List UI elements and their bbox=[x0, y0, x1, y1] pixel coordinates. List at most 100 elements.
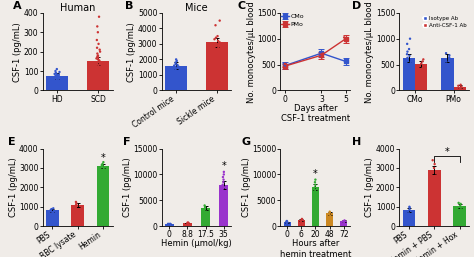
Point bbox=[164, 222, 172, 226]
Point bbox=[220, 185, 228, 189]
Bar bbox=[415, 64, 428, 90]
Point bbox=[53, 72, 60, 76]
Point bbox=[458, 208, 465, 212]
Point bbox=[92, 56, 100, 60]
Point bbox=[55, 73, 62, 77]
X-axis label: Hemin (μmol/kg): Hemin (μmol/kg) bbox=[161, 239, 232, 248]
Point bbox=[97, 65, 104, 69]
Bar bbox=[165, 224, 174, 226]
Point bbox=[446, 53, 453, 57]
Point bbox=[419, 59, 426, 63]
Point bbox=[419, 66, 427, 70]
Point bbox=[98, 163, 106, 167]
Bar bbox=[326, 213, 333, 226]
Point bbox=[97, 69, 104, 73]
Point bbox=[455, 201, 463, 205]
Point bbox=[95, 58, 103, 62]
Point bbox=[403, 42, 411, 46]
Point bbox=[221, 193, 228, 197]
Point bbox=[284, 221, 292, 225]
Point bbox=[432, 174, 440, 178]
Point bbox=[203, 210, 210, 214]
Y-axis label: CSF-1 (pg/mL): CSF-1 (pg/mL) bbox=[9, 158, 18, 217]
Point bbox=[165, 222, 173, 226]
Point bbox=[97, 62, 104, 66]
Point bbox=[404, 50, 411, 54]
Bar bbox=[165, 66, 187, 90]
Point bbox=[343, 58, 351, 62]
Point bbox=[317, 53, 324, 57]
Point bbox=[94, 53, 102, 58]
Point bbox=[442, 57, 450, 61]
Point bbox=[94, 56, 102, 60]
Point bbox=[55, 73, 63, 77]
Text: G: G bbox=[242, 137, 251, 147]
Text: H: H bbox=[352, 137, 361, 147]
Y-axis label: CSF-1 (pg/mL): CSF-1 (pg/mL) bbox=[128, 22, 137, 81]
Point bbox=[73, 201, 80, 205]
Point bbox=[47, 209, 55, 213]
Point bbox=[51, 81, 58, 85]
Point bbox=[214, 42, 222, 46]
Point bbox=[317, 51, 325, 55]
Point bbox=[52, 74, 60, 78]
Point bbox=[51, 72, 58, 76]
Point bbox=[53, 78, 61, 82]
Point bbox=[429, 178, 437, 182]
Point bbox=[72, 207, 80, 211]
Point bbox=[340, 35, 348, 39]
Text: *: * bbox=[100, 153, 105, 163]
Point bbox=[415, 63, 423, 68]
Point bbox=[281, 62, 289, 66]
Point bbox=[456, 87, 464, 91]
Point bbox=[343, 58, 351, 62]
Point bbox=[93, 54, 101, 59]
Point bbox=[91, 67, 99, 71]
Point bbox=[173, 57, 180, 61]
Point bbox=[457, 86, 465, 90]
Point bbox=[99, 164, 107, 168]
Y-axis label: CSF-1 (pg/mL): CSF-1 (pg/mL) bbox=[242, 158, 251, 217]
Point bbox=[93, 24, 101, 29]
Point bbox=[214, 34, 221, 38]
Point bbox=[319, 54, 326, 58]
Point bbox=[431, 162, 438, 166]
Bar bbox=[312, 187, 319, 226]
Point bbox=[219, 188, 227, 192]
Point bbox=[96, 59, 103, 63]
Point bbox=[214, 45, 222, 49]
Point bbox=[55, 77, 62, 81]
Y-axis label: CSF-1 (pg/mL): CSF-1 (pg/mL) bbox=[365, 158, 374, 217]
Point bbox=[172, 67, 180, 71]
Point bbox=[72, 203, 80, 207]
Point bbox=[93, 46, 101, 50]
Point bbox=[170, 63, 178, 68]
Point bbox=[311, 180, 319, 184]
Point bbox=[184, 221, 192, 225]
Point bbox=[214, 39, 222, 43]
Point bbox=[172, 65, 179, 69]
Point bbox=[405, 212, 413, 216]
Point bbox=[95, 66, 102, 70]
Point bbox=[96, 48, 103, 52]
Text: *: * bbox=[445, 147, 449, 157]
Bar bbox=[453, 206, 466, 226]
Bar bbox=[183, 223, 192, 226]
Point bbox=[404, 56, 411, 60]
Point bbox=[94, 57, 102, 61]
Point bbox=[457, 83, 465, 87]
Point bbox=[458, 85, 465, 89]
Point bbox=[174, 64, 182, 68]
Point bbox=[219, 180, 227, 184]
Point bbox=[216, 19, 223, 23]
Point bbox=[319, 52, 327, 56]
Bar bbox=[441, 58, 454, 90]
Bar bbox=[71, 205, 84, 226]
Text: A: A bbox=[13, 1, 22, 11]
Point bbox=[343, 37, 351, 41]
Point bbox=[183, 221, 191, 225]
Point bbox=[212, 23, 219, 27]
Text: D: D bbox=[352, 1, 361, 11]
Point bbox=[404, 209, 412, 214]
Point bbox=[297, 218, 304, 223]
